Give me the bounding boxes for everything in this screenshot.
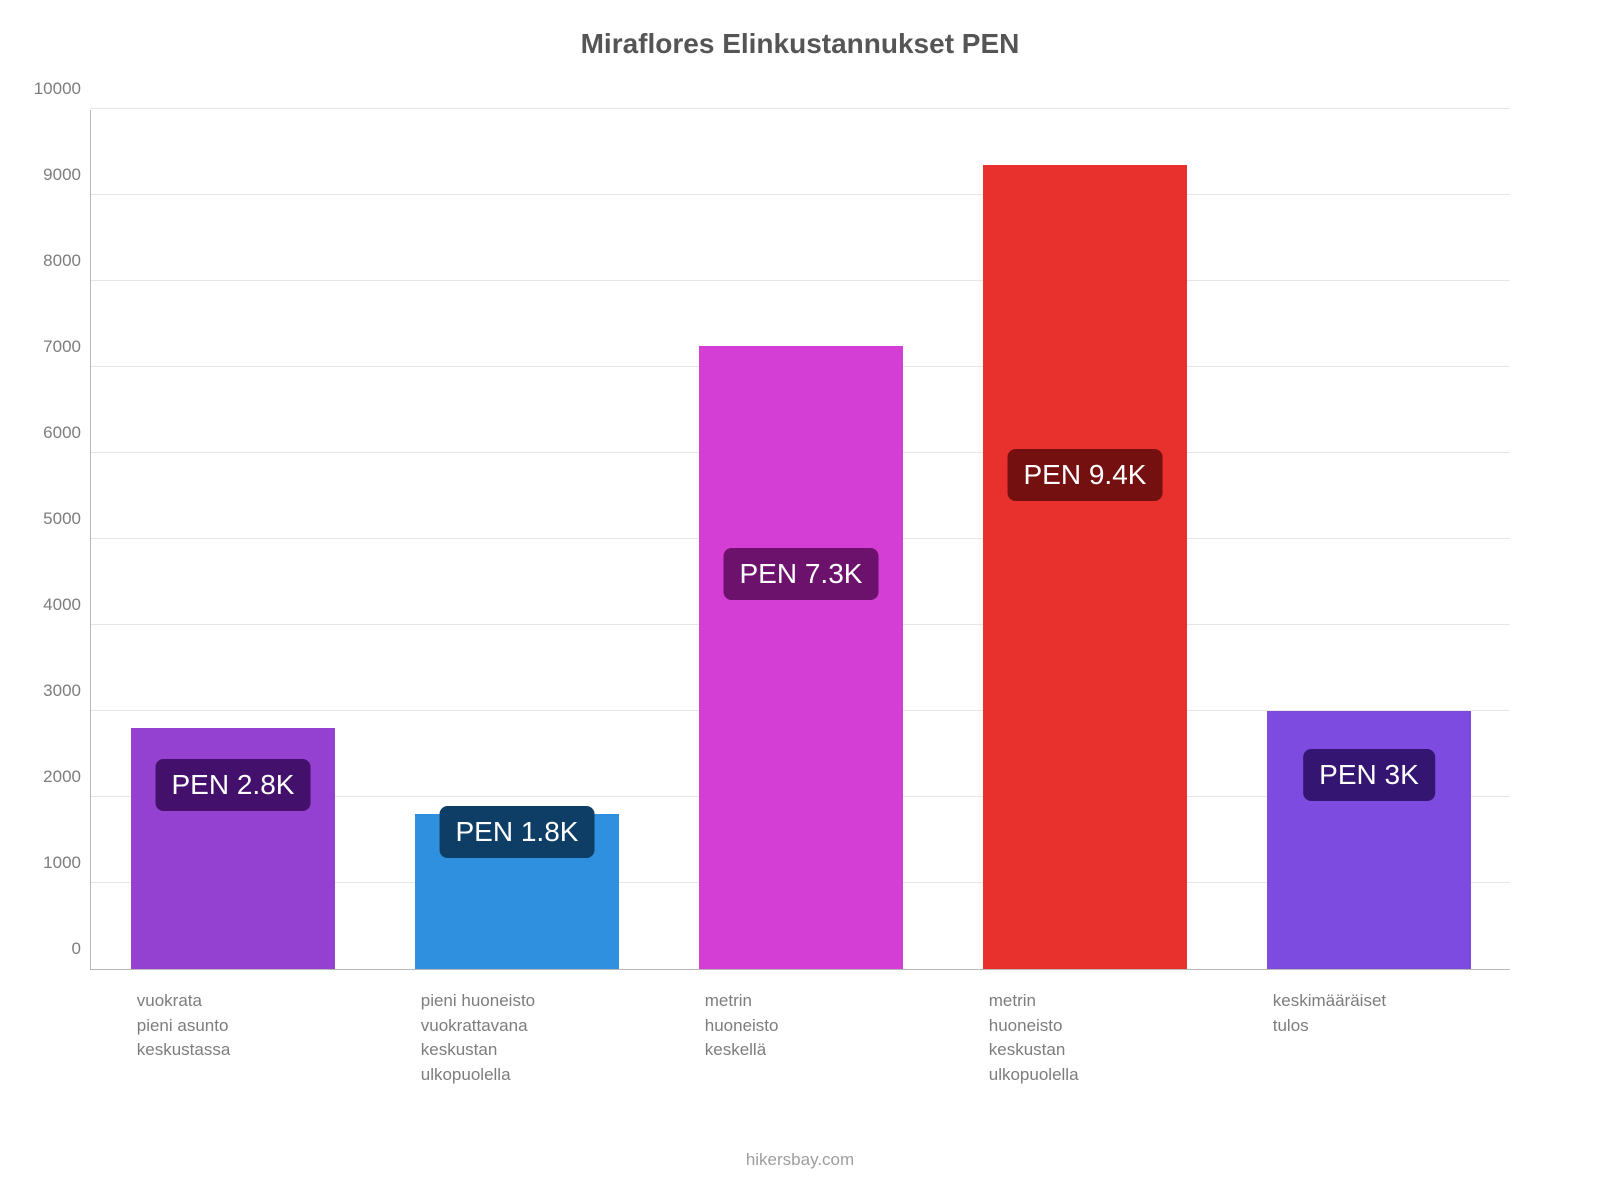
value-badge: PEN 9.4K: [1008, 449, 1163, 501]
bar: PEN 3K: [1267, 711, 1471, 969]
x-tick-label: vuokratapieni asuntokeskustassa: [137, 969, 341, 1063]
x-tick-label: pieni huoneistovuokrattavanakeskustanulk…: [421, 969, 625, 1088]
plot-area: 0100020003000400050006000700080009000100…: [90, 110, 1510, 970]
value-badge: PEN 1.8K: [440, 806, 595, 858]
y-tick-label: 4000: [43, 595, 91, 615]
attribution-text: hikersbay.com: [0, 1150, 1600, 1170]
y-tick-label: 3000: [43, 681, 91, 701]
bar-slot: PEN 7.3K: [699, 109, 903, 969]
x-tick-label: keskimääräisettulos: [1273, 969, 1477, 1038]
y-tick-label: 6000: [43, 423, 91, 443]
bar: PEN 2.8K: [131, 728, 335, 969]
bar-slot: PEN 2.8K: [131, 109, 335, 969]
x-tick-label: metrinhuoneistokeskellä: [705, 969, 909, 1063]
bar: PEN 9.4K: [983, 165, 1187, 969]
value-badge: PEN 2.8K: [156, 759, 311, 811]
bar-slot: PEN 1.8K: [415, 109, 619, 969]
value-badge: PEN 7.3K: [724, 548, 879, 600]
bar: PEN 7.3K: [699, 346, 903, 970]
x-tick-label: metrinhuoneistokeskustanulkopuolella: [989, 969, 1193, 1088]
y-tick-label: 10000: [34, 79, 91, 99]
bar-slot: PEN 3K: [1267, 109, 1471, 969]
y-tick-label: 5000: [43, 509, 91, 529]
value-badge: PEN 3K: [1303, 749, 1435, 801]
y-tick-label: 0: [72, 939, 91, 959]
chart-title: Miraflores Elinkustannukset PEN: [0, 28, 1600, 60]
y-tick-label: 8000: [43, 251, 91, 271]
y-tick-label: 9000: [43, 165, 91, 185]
bar: PEN 1.8K: [415, 814, 619, 969]
bar-slot: PEN 9.4K: [983, 109, 1187, 969]
y-tick-label: 1000: [43, 853, 91, 873]
chart-container: Miraflores Elinkustannukset PEN 01000200…: [0, 0, 1600, 1200]
y-tick-label: 2000: [43, 767, 91, 787]
y-tick-label: 7000: [43, 337, 91, 357]
